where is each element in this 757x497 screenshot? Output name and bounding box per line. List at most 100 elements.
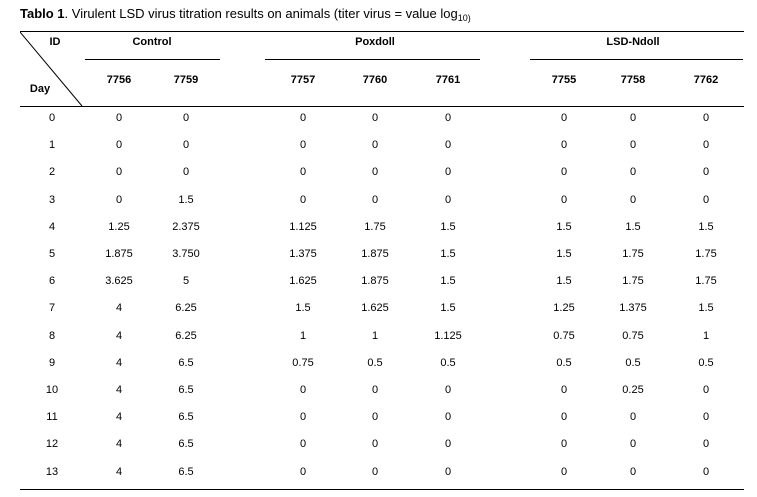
value-cell: 0 <box>702 438 710 451</box>
day-cell: 2 <box>48 166 56 179</box>
value-cell: 1.125 <box>289 220 317 233</box>
value-cell: 0 <box>299 193 307 206</box>
value-cell: 0 <box>115 193 123 206</box>
value-cell: 0 <box>444 384 452 396</box>
value-cell: 0.5 <box>698 356 714 369</box>
caption-text: . Virulent LSD virus titration results o… <box>64 6 458 21</box>
value-cell: 1.75 <box>622 248 644 260</box>
group-header-lsd-ndoll: LSD-Ndoll <box>606 36 660 48</box>
value-cell: 1.875 <box>105 248 133 260</box>
value-cell: 1.5 <box>440 302 456 315</box>
value-cell: 0 <box>371 112 379 124</box>
animal-header-7757: 7757 <box>290 74 316 86</box>
value-cell: 0 <box>299 438 307 451</box>
day-cell: 13 <box>45 465 59 478</box>
group-rule-lsd-ndoll <box>530 59 743 60</box>
animal-header-7760: 7760 <box>362 74 388 86</box>
value-cell: 0.75 <box>622 329 644 342</box>
value-cell: 0.5 <box>440 356 456 369</box>
value-cell: 0 <box>560 166 568 179</box>
animal-header-7758: 7758 <box>620 74 646 86</box>
value-cell: 0 <box>702 411 710 424</box>
value-cell: 0 <box>629 465 637 478</box>
value-cell: 1.5 <box>625 220 641 233</box>
value-cell: 0 <box>182 112 190 124</box>
table-caption: Tablo 1. Virulent LSD virus titration re… <box>20 6 471 23</box>
value-cell: 1.375 <box>289 248 317 260</box>
value-cell: 6.25 <box>175 329 197 342</box>
value-cell: 0 <box>299 112 307 124</box>
group-rule-control <box>85 59 220 60</box>
value-cell: 0 <box>702 384 710 396</box>
animal-header-7756: 7756 <box>106 74 132 86</box>
value-cell: 6.5 <box>178 384 194 396</box>
top-rule <box>20 31 744 32</box>
value-cell: 0 <box>444 411 452 424</box>
value-cell: 6.5 <box>178 438 194 451</box>
value-cell: 1.625 <box>361 302 389 315</box>
value-cell: 0 <box>560 465 568 478</box>
value-cell: 0 <box>371 384 379 396</box>
group-header-control: Control <box>132 36 172 48</box>
value-cell: 0 <box>560 193 568 206</box>
value-cell: 0 <box>371 465 379 478</box>
day-cell: 10 <box>45 384 59 396</box>
value-cell: 1.25 <box>553 302 575 315</box>
value-cell: 1.25 <box>108 220 130 233</box>
bottom-rule <box>20 489 744 490</box>
value-cell: 0 <box>702 112 710 124</box>
value-cell: 1.5 <box>440 275 456 288</box>
day-cell: 9 <box>48 356 56 369</box>
day-cell: 8 <box>48 329 56 342</box>
value-cell: 0 <box>629 166 637 179</box>
day-cell: 3 <box>48 193 56 206</box>
day-cell: 11 <box>46 411 58 424</box>
value-cell: 6.5 <box>178 356 194 369</box>
value-cell: 1.5 <box>698 302 714 315</box>
value-cell: 0 <box>299 411 307 424</box>
value-cell: 0 <box>115 166 123 179</box>
day-cell: 1 <box>48 139 56 152</box>
value-cell: 0 <box>702 166 710 179</box>
value-cell: 0 <box>560 411 568 424</box>
value-cell: 1.5 <box>556 220 572 233</box>
day-cell: 0 <box>48 112 56 124</box>
value-cell: 0 <box>299 465 307 478</box>
value-cell: 1.75 <box>622 275 644 288</box>
value-cell: 4 <box>115 302 123 315</box>
value-cell: 1.5 <box>440 248 456 260</box>
value-cell: 0 <box>371 139 379 152</box>
value-cell: 0.75 <box>553 329 575 342</box>
value-cell: 6.5 <box>178 465 194 478</box>
value-cell: 1.75 <box>695 248 717 260</box>
value-cell: 0 <box>371 166 379 179</box>
animal-header-7755: 7755 <box>551 74 577 86</box>
value-cell: 0 <box>299 139 307 152</box>
value-cell: 0.5 <box>625 356 641 369</box>
value-cell: 0 <box>444 166 452 179</box>
value-cell: 3.750 <box>172 248 200 260</box>
value-cell: 4 <box>115 356 123 369</box>
value-cell: 1.5 <box>295 302 311 315</box>
value-cell: 0 <box>560 139 568 152</box>
value-cell: 1.625 <box>289 275 317 288</box>
value-cell: 0 <box>444 139 452 152</box>
value-cell: 1 <box>299 329 307 342</box>
value-cell: 0 <box>115 139 123 152</box>
value-cell: 0 <box>702 139 710 152</box>
caption-subscript: 10) <box>457 13 471 23</box>
value-cell: 0.25 <box>622 384 644 396</box>
value-cell: 6.5 <box>178 411 194 424</box>
value-cell: 0 <box>629 438 637 451</box>
value-cell: 2.375 <box>172 220 200 233</box>
id-header: ID <box>49 36 61 48</box>
animal-header-7759: 7759 <box>173 74 199 86</box>
group-rule-poxdoll <box>265 59 480 60</box>
value-cell: 0 <box>629 112 637 124</box>
value-cell: 0 <box>299 384 307 396</box>
value-cell: 0.75 <box>292 356 314 369</box>
value-cell: 0 <box>702 193 710 206</box>
value-cell: 4 <box>115 465 123 478</box>
value-cell: 1.75 <box>695 275 717 288</box>
header-bottom-rule <box>20 106 744 107</box>
